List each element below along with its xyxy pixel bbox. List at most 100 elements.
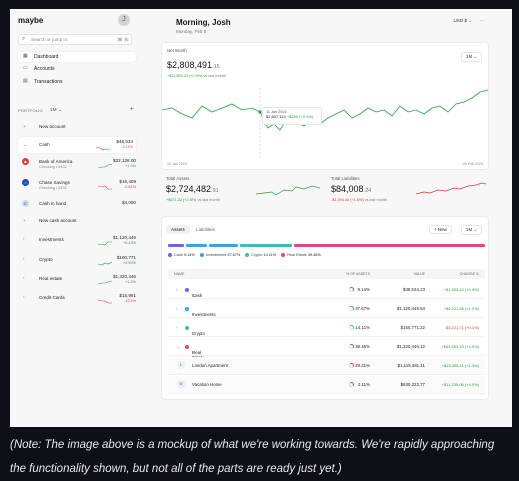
net-worth-period-select[interactable]: 1M ⌄: [461, 52, 482, 62]
account-avatar: L: [177, 361, 185, 369]
bank-logo-icon: ■: [22, 158, 29, 165]
search-input[interactable]: ⌕ Search or jump to ⌘ K: [18, 34, 132, 45]
currency-select[interactable]: USD $ ⌄: [453, 18, 473, 23]
search-shortcut: ⌘ K: [117, 37, 129, 42]
row-value: $1,120,449.63: [396, 306, 425, 311]
chevron-right-icon: ›: [23, 275, 25, 280]
row-change: +$5,221.98 (+1.2%): [443, 306, 479, 311]
legend-dot: [281, 253, 286, 257]
sparkline: [98, 299, 112, 304]
total-assets-card: Total Assets $2,724,482.91 +$671.22 (+2.…: [161, 172, 323, 210]
table-row[interactable]: ⌄ Real Estate 2 38.46% $1,320,446.12 +$4…: [168, 338, 485, 360]
net-worth-card: Net Worth $2,808,491.15 +$11,553.43 (+0.…: [161, 42, 489, 170]
sparkline: [98, 280, 112, 285]
row-value: $1,115,381.11: [397, 363, 425, 368]
breakdown-tabs: Assets Liabilities: [166, 225, 220, 234]
sidebar-item-cash[interactable]: ⌄ Cash $48,534 -2.11%: [18, 137, 136, 153]
chevron-right-icon[interactable]: ›: [176, 287, 178, 292]
allocation-segment-cash: [168, 244, 184, 247]
table-row[interactable]: L London Apartment 29.31% $1,115,381.11 …: [168, 357, 485, 375]
category-dot: [185, 288, 189, 292]
chevron-right-icon: ›: [23, 294, 25, 299]
add-portfolio-button[interactable]: +: [129, 106, 134, 113]
row-value: $1,320,446.12: [396, 344, 425, 349]
sort-change-button[interactable]: CHANGE ⇅: [459, 272, 479, 276]
main-content: Morning, Josh Monday, Feb 5 USD $ ⌄ ··· …: [160, 9, 504, 427]
avatar[interactable]: J: [118, 14, 130, 26]
total-assets-sparkline: [256, 185, 320, 196]
net-worth-chart: [162, 88, 488, 158]
percent-ring-icon: [349, 382, 354, 387]
category-dot: [185, 345, 189, 349]
new-button[interactable]: + New: [428, 225, 452, 234]
row-change: +$1,553.43 (+0.9%): [443, 287, 479, 292]
legend-dot: [199, 253, 204, 257]
table-row[interactable]: › Investments 6 37.67% $1,120,449.63 +$5…: [168, 300, 485, 318]
table-row[interactable]: V Vacation Home 2.11% $630,223.77 +$11,2…: [168, 376, 485, 394]
category-dot: [185, 307, 189, 311]
allocation-segment-crypto: [240, 244, 292, 247]
total-liabilities-sparkline: [416, 182, 486, 195]
more-menu-button[interactable]: ···: [479, 18, 484, 23]
row-percent: 14.11%: [355, 325, 370, 330]
portfolio-period-select[interactable]: 1M ⌄: [50, 107, 63, 112]
search-icon: ⌕: [22, 36, 26, 42]
percent-ring-icon: [349, 325, 354, 330]
row-name: Vacation Home: [192, 382, 222, 387]
percent-ring-icon: [349, 287, 354, 292]
row-percent: 37.67%: [355, 306, 370, 311]
net-worth-delta: +$11,553.43 (+0.9%) vs last month: [167, 74, 226, 78]
row-value: $160,771.22: [400, 325, 425, 330]
tab-assets[interactable]: Assets: [166, 225, 190, 234]
page-title: Morning, Josh: [176, 18, 231, 27]
row-change: +$15,008.11 (+1.3%): [441, 363, 479, 368]
sparkline: [96, 146, 110, 151]
table-row[interactable]: › Cash 4 9.14% $48,534.23 +$1,553.43 (+0…: [168, 281, 485, 299]
chevron-right-icon: ›: [23, 256, 25, 261]
sparkline: [98, 261, 112, 266]
app-window: maybe J ⌕ Search or jump to ⌘ K ▦ Dashboar…: [10, 9, 512, 427]
category-dot: [185, 326, 189, 330]
row-name: London Apartment: [192, 363, 228, 368]
row-percent: 9.14%: [357, 287, 370, 292]
nav-accounts[interactable]: ▭ Accounts: [23, 65, 55, 72]
assets-breakdown-card: Assets Liabilities + New 1M ⌄ Cash 9.14%…: [161, 216, 489, 400]
percent-ring-icon: [349, 306, 354, 311]
plus-icon: +: [23, 218, 26, 223]
legend-dot: [168, 253, 172, 257]
row-value: $48,534.23: [403, 287, 425, 292]
nav-dashboard[interactable]: ▦ Dashboard: [18, 52, 136, 62]
cash-icon: C: [22, 200, 29, 207]
net-worth-value: $2,808,491.15: [167, 60, 220, 70]
chevron-right-icon[interactable]: ›: [176, 325, 178, 330]
row-change: +$11,235.06 (+4.0%): [441, 382, 479, 387]
nav-transactions[interactable]: ▤ Transactions: [23, 78, 63, 85]
row-change: -$4,221.71 (+0.1%): [444, 325, 479, 330]
legend-dot: [245, 253, 250, 257]
receipt-icon: ▤: [23, 78, 28, 84]
table-header: NAME % OF ASSETS VALUE CHANGE ⇅: [168, 269, 485, 279]
total-liabilities-card: Total Liabilities $84,008.24 -$1,394.30 …: [326, 172, 488, 210]
row-change: +$44,553.43 (+4.0%): [441, 344, 479, 349]
total-assets-delta: +$671.22 (+2.6%) vs last month: [166, 198, 220, 202]
chevron-right-icon: ›: [23, 236, 25, 241]
table-row[interactable]: › Crypto 3 14.11% $160,771.22 -$4,221.71…: [168, 319, 485, 337]
row-percent: 29.31%: [355, 363, 370, 368]
chevron-down-icon[interactable]: ⌄: [176, 344, 180, 349]
sparkline: [98, 164, 112, 169]
allocation-segment-real-estate: [294, 244, 485, 247]
portfolio-header: PORTFOLIO 1M ⌄ +: [18, 106, 134, 113]
header-controls: USD $ ⌄ ···: [453, 18, 484, 24]
breakdown-period-select[interactable]: 1M ⌄: [461, 225, 482, 235]
row-percent: 38.46%: [355, 344, 370, 349]
tab-liabilities[interactable]: Liabilities: [196, 227, 215, 232]
percent-ring-icon: [349, 344, 354, 349]
grid-icon: ▦: [23, 53, 28, 59]
page-date: Monday, Feb 5: [176, 29, 207, 34]
total-liabilities-delta: -$1,394.30 (+1.6%) vs last month: [331, 198, 388, 202]
allocation-segment-investments: [186, 244, 207, 247]
chevron-right-icon[interactable]: ›: [176, 306, 178, 311]
percent-ring-icon: [349, 363, 354, 368]
chevron-down-icon: ⌄: [23, 142, 27, 147]
row-value: $630,223.77: [400, 382, 425, 387]
